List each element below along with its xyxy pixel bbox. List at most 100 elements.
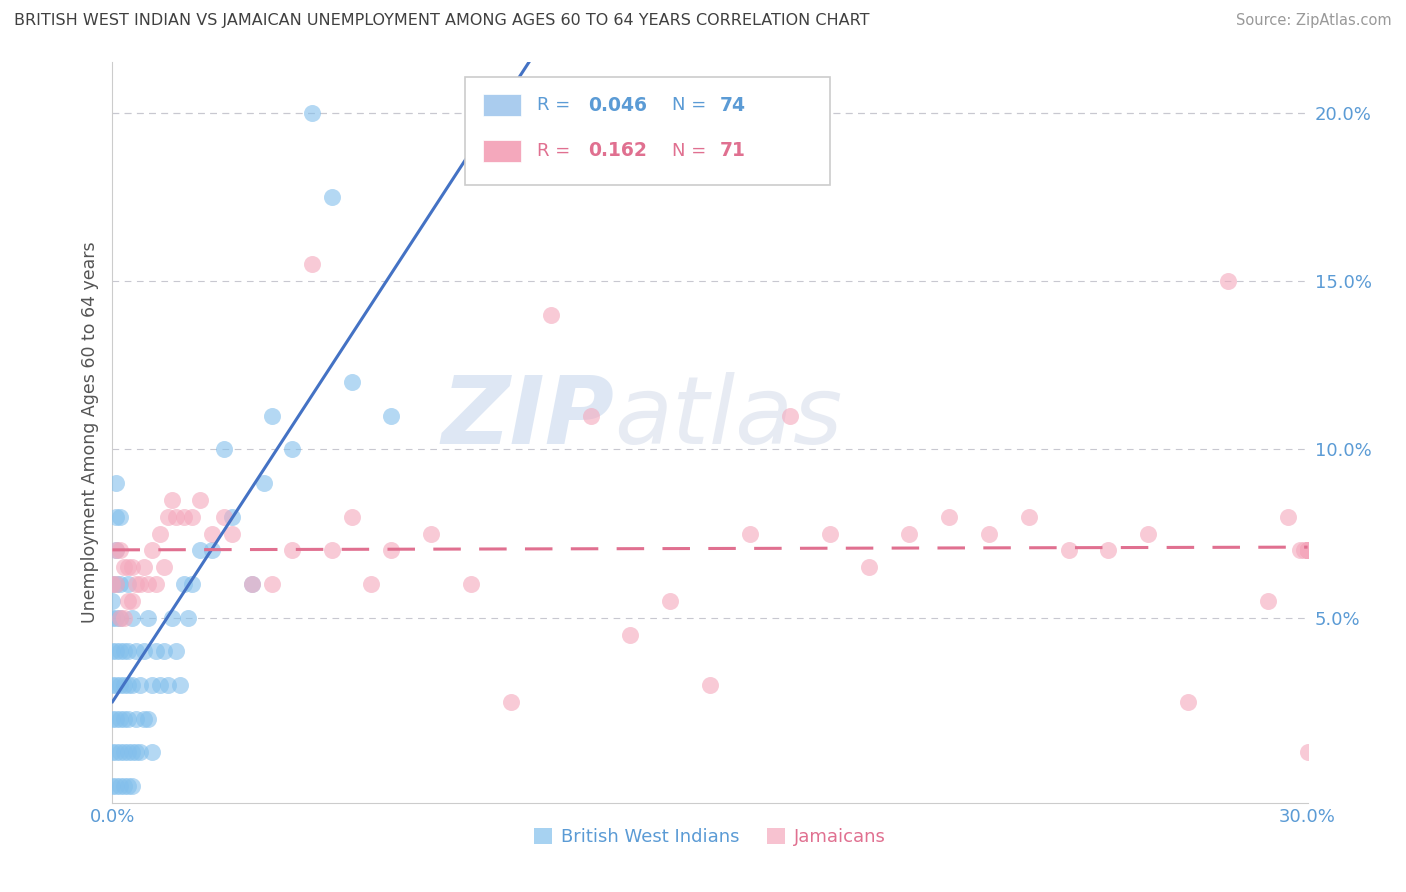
Point — [162, 492, 183, 507]
Point — [110, 509, 132, 524]
Point — [380, 409, 402, 423]
Point — [460, 577, 482, 591]
Point — [121, 594, 143, 608]
Point — [101, 779, 124, 793]
Text: 74: 74 — [720, 95, 745, 115]
Point — [117, 560, 139, 574]
Point — [114, 745, 135, 759]
Point — [1296, 543, 1319, 558]
Point — [105, 610, 128, 624]
Point — [145, 644, 167, 658]
Point — [110, 644, 132, 658]
Point — [162, 610, 183, 624]
Text: 0.162: 0.162 — [588, 141, 647, 160]
Legend: British West Indians, Jamaicans: British West Indians, Jamaicans — [527, 821, 893, 853]
Point — [1296, 543, 1319, 558]
Text: Source: ZipAtlas.com: Source: ZipAtlas.com — [1236, 13, 1392, 29]
Point — [110, 678, 132, 692]
Point — [105, 712, 128, 726]
Point — [340, 509, 363, 524]
Point — [188, 492, 211, 507]
Text: N =: N = — [672, 96, 711, 114]
Point — [157, 678, 180, 692]
Point — [138, 577, 160, 591]
Point — [321, 190, 343, 204]
Point — [212, 442, 235, 457]
Point — [125, 712, 148, 726]
Point — [105, 678, 128, 692]
Point — [134, 644, 156, 658]
Point — [121, 779, 143, 793]
Point — [101, 644, 124, 658]
Point — [281, 442, 304, 457]
Text: 71: 71 — [720, 141, 745, 160]
Point — [141, 678, 163, 692]
Point — [114, 779, 135, 793]
Point — [579, 409, 602, 423]
Point — [138, 712, 160, 726]
Point — [105, 577, 128, 591]
Point — [173, 509, 195, 524]
Point — [1296, 543, 1319, 558]
Point — [117, 712, 139, 726]
Text: atlas: atlas — [614, 372, 842, 463]
Point — [738, 526, 761, 541]
Point — [149, 678, 172, 692]
Point — [1288, 543, 1310, 558]
Point — [253, 476, 276, 491]
Point — [619, 627, 641, 641]
Point — [125, 745, 148, 759]
Point — [321, 543, 343, 558]
FancyBboxPatch shape — [465, 78, 830, 185]
Point — [138, 610, 160, 624]
Text: ZIP: ZIP — [441, 372, 614, 464]
Point — [212, 509, 235, 524]
Point — [114, 678, 135, 692]
Text: BRITISH WEST INDIAN VS JAMAICAN UNEMPLOYMENT AMONG AGES 60 TO 64 YEARS CORRELATI: BRITISH WEST INDIAN VS JAMAICAN UNEMPLOY… — [14, 13, 869, 29]
Point — [105, 644, 128, 658]
Point — [1177, 695, 1199, 709]
Point — [938, 509, 960, 524]
Point — [420, 526, 443, 541]
Point — [1296, 543, 1319, 558]
Point — [858, 560, 880, 574]
Point — [260, 409, 283, 423]
Point — [117, 577, 139, 591]
Point — [125, 577, 148, 591]
Point — [110, 543, 132, 558]
Point — [121, 560, 143, 574]
Y-axis label: Unemployment Among Ages 60 to 64 years: Unemployment Among Ages 60 to 64 years — [80, 242, 98, 624]
Text: R =: R = — [537, 142, 582, 160]
Point — [110, 745, 132, 759]
Point — [153, 560, 176, 574]
Point — [1137, 526, 1160, 541]
Point — [173, 577, 195, 591]
Point — [818, 526, 841, 541]
Point — [117, 779, 139, 793]
Point — [101, 577, 124, 591]
Point — [105, 543, 128, 558]
Point — [105, 577, 128, 591]
FancyBboxPatch shape — [484, 140, 522, 162]
Point — [110, 577, 132, 591]
Point — [1296, 543, 1319, 558]
Point — [1018, 509, 1040, 524]
Point — [129, 577, 152, 591]
Point — [117, 745, 139, 759]
Point — [101, 712, 124, 726]
Point — [121, 745, 143, 759]
Point — [1296, 543, 1319, 558]
Point — [117, 644, 139, 658]
Point — [221, 509, 243, 524]
Point — [260, 577, 283, 591]
Point — [177, 610, 200, 624]
Point — [114, 610, 135, 624]
Point — [201, 526, 224, 541]
Point — [201, 543, 224, 558]
Point — [169, 678, 191, 692]
Point — [149, 526, 172, 541]
Point — [380, 543, 402, 558]
Point — [105, 745, 128, 759]
Point — [125, 644, 148, 658]
Point — [240, 577, 263, 591]
